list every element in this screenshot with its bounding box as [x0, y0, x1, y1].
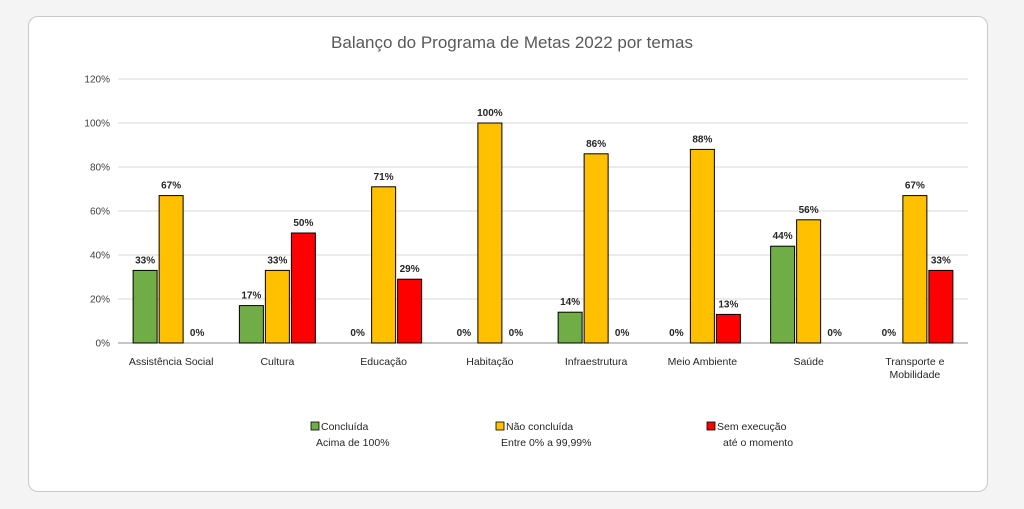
- bar: [238, 305, 264, 344]
- x-category-label: Saúde: [793, 356, 824, 368]
- bar: [796, 219, 822, 344]
- legend: Concluída Acima de 100% Não concluída Entre…: [310, 421, 793, 449]
- legend-label: Sem execução: [717, 421, 787, 433]
- bar: [689, 148, 715, 344]
- data-label: 0%: [615, 328, 630, 339]
- data-label: 0%: [669, 328, 684, 339]
- y-tick-label: 120%: [84, 75, 110, 86]
- x-category-label: Educação: [360, 356, 407, 368]
- legend-label: Concluída: [321, 421, 368, 433]
- data-label: 0%: [457, 328, 472, 339]
- data-label: 67%: [161, 181, 181, 192]
- legend-label: Não concluída: [506, 421, 573, 433]
- data-label: 33%: [135, 255, 155, 266]
- data-label: 50%: [293, 218, 313, 229]
- bar: [583, 153, 609, 344]
- data-label: 71%: [374, 172, 394, 183]
- y-tick-label: 0%: [96, 339, 111, 350]
- chart-title: Balanço do Programa de Metas 2022 por te…: [331, 33, 693, 52]
- y-tick-label: 40%: [90, 251, 110, 262]
- data-label: 0%: [882, 328, 897, 339]
- legend-sublabel: até o momento: [723, 437, 793, 449]
- data-label: 100%: [477, 108, 503, 119]
- bar: [264, 269, 290, 344]
- y-tick-label: 20%: [90, 295, 110, 306]
- data-label: 13%: [718, 299, 738, 310]
- data-label: 67%: [905, 181, 925, 192]
- bar: [158, 195, 184, 344]
- x-category-label: Cultura: [260, 356, 294, 368]
- chart-card: [28, 16, 988, 492]
- data-label: 17%: [241, 291, 261, 302]
- data-label: 33%: [267, 255, 287, 266]
- data-label: 0%: [509, 328, 524, 339]
- data-label: 44%: [773, 231, 793, 242]
- x-category-label: Meio Ambiente: [668, 356, 738, 368]
- bar: [715, 313, 741, 344]
- bar: [371, 186, 397, 344]
- legend-sublabel: Entre 0% a 99,99%: [501, 437, 591, 449]
- y-tick-label: 60%: [90, 207, 110, 218]
- data-label: 0%: [190, 328, 205, 339]
- bar: [557, 311, 583, 344]
- legend-item: Sem execução até o momento: [706, 421, 793, 449]
- x-axis: Assistência Social Cultura Educação Habitaç…: [129, 356, 945, 381]
- x-category-label: Transporte e Mobilidade: [885, 356, 944, 381]
- bar: [770, 245, 796, 344]
- x-category-label: Infraestrutura: [565, 356, 628, 368]
- y-tick-label: 100%: [84, 119, 110, 130]
- bar: [477, 122, 503, 344]
- data-label: 56%: [799, 205, 819, 216]
- legend-swatch: [495, 421, 505, 431]
- data-label: 0%: [350, 328, 365, 339]
- legend-swatch: [310, 421, 320, 431]
- gridlines: [118, 78, 968, 344]
- data-label: 0%: [827, 328, 842, 339]
- x-category-label: Assistência Social: [129, 356, 214, 368]
- bar: [902, 195, 928, 344]
- bars: [132, 122, 954, 344]
- legend-swatch: [706, 421, 716, 431]
- bar: [928, 269, 954, 344]
- data-label: 29%: [400, 264, 420, 275]
- data-labels: 33% 67% 0% 17% 33% 50% 0% 71% 29% 0% 100% 0% 14% 86% 0…: [135, 108, 951, 339]
- legend-sublabel: Acima de 100%: [316, 437, 390, 449]
- legend-item: Não concluída Entre 0% a 99,99%: [495, 421, 591, 449]
- y-tick-label: 80%: [90, 163, 110, 174]
- data-label: 86%: [586, 139, 606, 150]
- data-label: 88%: [692, 134, 712, 145]
- bar: [397, 278, 423, 344]
- data-label: 14%: [560, 297, 580, 308]
- data-label: 33%: [931, 255, 951, 266]
- bar: [290, 232, 316, 344]
- bar: [132, 269, 158, 344]
- legend-item: Concluída Acima de 100%: [310, 421, 390, 449]
- x-category-label: Habitação: [466, 356, 513, 368]
- y-axis: 0% 20% 40% 60% 80% 100% 120%: [84, 75, 110, 350]
